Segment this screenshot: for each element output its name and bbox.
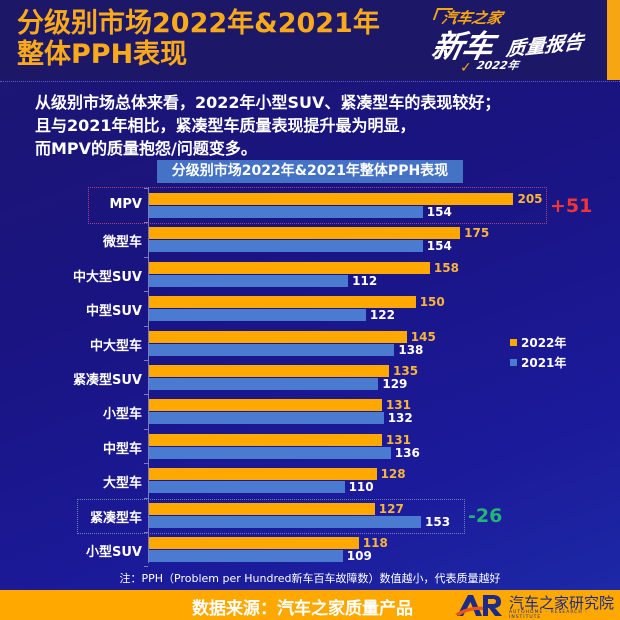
category-label: 中型车 bbox=[102, 441, 142, 457]
value-label-2021: 136 bbox=[394, 445, 420, 460]
footnote: 注：PPH（Problem per Hundred新车百车故障数）数值越小，代表… bbox=[119, 572, 501, 585]
value-label-2021: 112 bbox=[352, 273, 378, 288]
page-title-line2: 整体PPH表现 bbox=[17, 39, 188, 70]
compact-car-highlight-box bbox=[77, 499, 465, 534]
axis-tick bbox=[144, 394, 148, 396]
value-label-2022: 205 bbox=[517, 192, 543, 206]
summary-text: 从级别市场总体来看，2022年小型SUV、紧凑型车的表现较好； 且与2021年相… bbox=[35, 91, 500, 160]
summary-line1: 从级别市场总体来看，2022年小型SUV、紧凑型车的表现较好； bbox=[35, 93, 501, 112]
bar-2021 bbox=[149, 206, 423, 218]
category-label: 微型车 bbox=[102, 235, 142, 251]
category-label: MPV bbox=[109, 197, 142, 212]
header-accent-strip bbox=[607, 0, 620, 80]
legend-swatch-2022 bbox=[510, 338, 517, 346]
bar-2021 bbox=[149, 274, 349, 287]
mpv-change-annotation: +51 bbox=[550, 195, 593, 217]
value-label-2022: 135 bbox=[393, 364, 419, 378]
bar-2022 bbox=[149, 365, 390, 377]
axis-tick bbox=[144, 360, 148, 361]
category-label: 紧凑型SUV bbox=[73, 373, 142, 388]
value-label-2021: 153 bbox=[425, 514, 451, 529]
compact-car-change-annotation: -26 bbox=[468, 505, 503, 527]
bar-2021 bbox=[149, 550, 343, 562]
report-brand-logo: 汽车之家 新车 质量报告 ✓ 2022年 bbox=[425, 5, 610, 77]
category-label: 中大型SUV bbox=[73, 269, 142, 285]
axis-tick bbox=[144, 291, 148, 293]
org-name: 汽车之家研究院 bbox=[509, 594, 615, 612]
value-label-2022: 145 bbox=[410, 329, 436, 344]
value-label-2021: 110 bbox=[348, 480, 374, 495]
bar-2022 bbox=[149, 193, 514, 205]
category-label: 中大型车 bbox=[89, 338, 142, 354]
page-title: 分级别市场2022年&2021年 整体PPH表现 bbox=[17, 8, 380, 70]
page-title-line1: 分级别市场2022年&2021年 bbox=[17, 8, 380, 39]
axis-tick bbox=[144, 566, 148, 568]
value-label-2022: 127 bbox=[378, 501, 404, 516]
chart-title: 分级别市场2022年&2021年整体PPH表现 bbox=[157, 160, 463, 183]
category-label: 大型车 bbox=[102, 476, 142, 492]
value-label-2022: 150 bbox=[419, 295, 445, 310]
value-label-2021: 132 bbox=[387, 411, 413, 426]
value-label-2022: 158 bbox=[433, 260, 459, 275]
bar-2021 bbox=[149, 309, 366, 322]
data-source: 数据来源：汽车之家质量产品 bbox=[192, 599, 413, 619]
summary-line3: 而MPV的质量抱怨/问题变多。 bbox=[35, 139, 257, 158]
legend-label-2022: 2022年 bbox=[521, 335, 567, 350]
bar-2022 bbox=[149, 330, 407, 343]
bar-2022 bbox=[149, 399, 382, 412]
value-label-2021: 109 bbox=[346, 549, 372, 563]
axis-tick bbox=[144, 256, 148, 258]
footer-bar: 数据来源：汽车之家质量产品 汽车之家研究院 AUTOHOME · RESEARC… bbox=[0, 590, 620, 620]
axis-tick bbox=[144, 497, 148, 499]
header-divider bbox=[0, 81, 620, 82]
summary-line2: 且与2021年相比，紧凑型车质量表现提升最为明显， bbox=[35, 116, 416, 135]
mpv-highlight-box bbox=[88, 187, 547, 224]
bar-2022 bbox=[149, 261, 430, 274]
value-label-2022: 128 bbox=[380, 467, 406, 482]
legend-item-2021: 2021年 bbox=[510, 352, 566, 372]
value-label-2021: 138 bbox=[398, 342, 424, 357]
axis-tick bbox=[144, 463, 148, 465]
category-label: 小型SUV bbox=[86, 545, 142, 560]
value-label-2021: 154 bbox=[426, 239, 452, 254]
bar-2021 bbox=[149, 343, 395, 356]
bar-2022 bbox=[149, 433, 382, 446]
value-label-2022: 118 bbox=[362, 536, 388, 550]
axis-tick bbox=[144, 188, 148, 189]
value-label-2022: 131 bbox=[385, 398, 411, 413]
category-label: 小型车 bbox=[102, 407, 142, 423]
category-label: 紧凑型车 bbox=[89, 510, 142, 526]
axis-tick bbox=[144, 532, 148, 533]
brand-check-icon: ✓ bbox=[460, 60, 472, 76]
chart-legend: 2022年 2021年 bbox=[510, 332, 566, 372]
bar-2021 bbox=[149, 446, 391, 459]
legend-item-2022: 2022年 bbox=[510, 332, 566, 352]
value-label-2022: 131 bbox=[385, 432, 411, 447]
value-label-2021: 122 bbox=[369, 308, 395, 323]
bar-2022 bbox=[149, 227, 461, 240]
legend-label-2021: 2021年 bbox=[521, 355, 567, 370]
bar-2021 bbox=[149, 515, 422, 528]
value-label-2022: 175 bbox=[464, 226, 490, 241]
ar-logo-icon bbox=[455, 595, 502, 616]
axis-tick bbox=[144, 428, 148, 430]
bar-2021 bbox=[149, 481, 345, 494]
value-label-2021: 129 bbox=[382, 377, 408, 391]
bar-2022 bbox=[149, 296, 416, 309]
org-subtitle: AUTOHOME · RESEARCH · INSTITUTE bbox=[509, 610, 588, 620]
header-bar bbox=[0, 0, 620, 80]
bar-2021 bbox=[149, 412, 384, 425]
y-axis bbox=[148, 187, 149, 563]
bar-2021 bbox=[149, 378, 379, 390]
bar-2022 bbox=[149, 468, 377, 481]
value-label-2021: 154 bbox=[426, 205, 452, 219]
bar-2022 bbox=[149, 537, 359, 549]
axis-tick bbox=[144, 325, 148, 327]
axis-tick bbox=[144, 222, 148, 224]
category-label: 中型SUV bbox=[86, 304, 142, 320]
legend-swatch-2021 bbox=[510, 358, 517, 366]
bar-2022 bbox=[149, 502, 375, 515]
bar-2021 bbox=[149, 240, 423, 253]
